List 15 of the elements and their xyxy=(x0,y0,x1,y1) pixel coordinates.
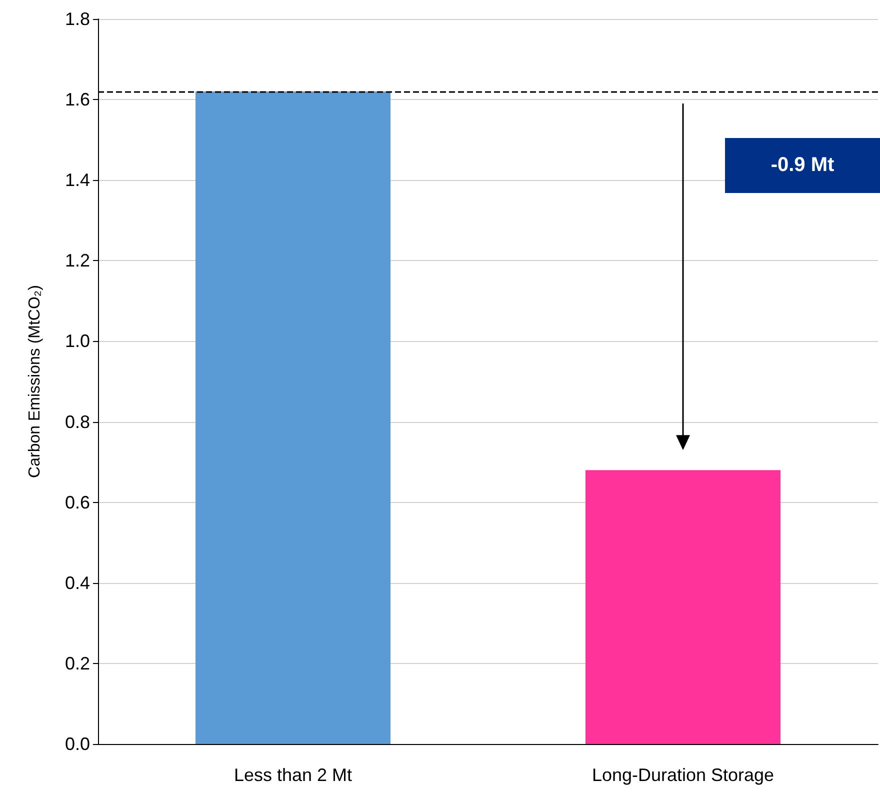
annotation: -0.9 Mt xyxy=(770,154,834,177)
x-tick-label: Long-Duration Storage xyxy=(592,765,774,785)
y-tick-label: 1.0 xyxy=(64,331,90,352)
y-axis-title: Carbon Emissions (MtCO₂) xyxy=(26,285,44,478)
y-tick-label: 1.4 xyxy=(64,170,90,190)
y-tick-label: 0.0 xyxy=(64,734,90,754)
y-tick-label: 1.6 xyxy=(64,90,90,110)
y-tick-label: 0.6 xyxy=(64,492,90,512)
callout-box: -0.9 Mt xyxy=(725,138,880,193)
y-tick-label: 0.4 xyxy=(64,572,90,593)
y-tick-label: 0.8 xyxy=(64,412,90,432)
y-tick-label: 0.2 xyxy=(64,653,90,674)
x-tick-label: Less than 2 Mt xyxy=(234,765,352,785)
y-tick-label: 1.2 xyxy=(64,250,90,271)
y-tick-label: 1.8 xyxy=(64,9,90,29)
